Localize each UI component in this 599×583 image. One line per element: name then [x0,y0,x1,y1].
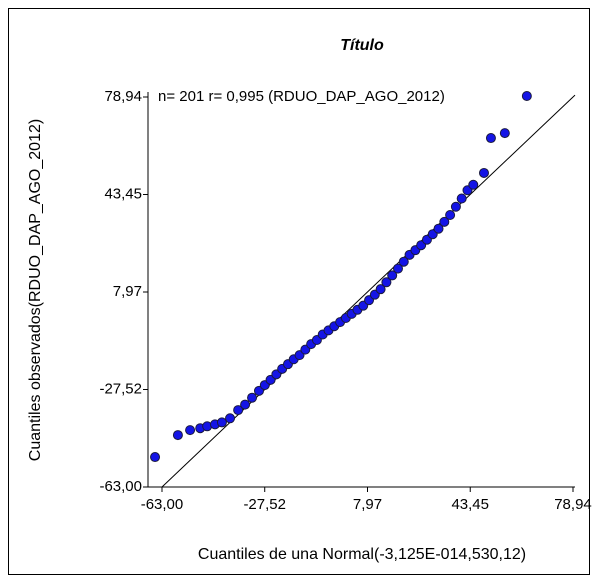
x-tick-label: -63,00 [141,496,184,513]
point [387,270,398,281]
y-tick-label: 7,97 [113,283,142,300]
x-tick-label: 43,45 [451,496,489,513]
y-tick-label: -63,00 [99,478,142,495]
point [375,284,386,295]
point [478,167,489,178]
x-axis-label: Cuantiles de una Normal(-3,125E-014,530,… [198,546,526,563]
point [499,128,510,139]
x-tick-label: 7,97 [353,496,382,513]
annotation: n= 201 r= 0,995 (RDUO_DAP_AGO_2012) [158,88,445,105]
y-tick-label: 78,94 [104,88,142,105]
x-tick-label: -27,52 [243,496,286,513]
point [468,179,479,190]
y-tick-label: 43,45 [104,185,142,202]
x-tick-label: 78,94 [554,496,592,513]
frame [8,8,590,575]
point [433,223,444,234]
point [381,277,392,288]
point [216,417,227,428]
point [185,425,196,436]
point [398,256,409,267]
point [521,91,532,102]
point [392,263,403,274]
point [450,201,461,212]
point [240,399,251,410]
point [485,133,496,144]
point [225,413,236,424]
y-axis-label: Cuantiles observados(RDUO_DAP_AGO_2012) [27,119,44,461]
chart-title: Título [340,37,384,54]
point [233,405,244,416]
point [439,216,450,227]
point [247,392,258,403]
point [445,209,456,220]
point [150,452,161,463]
reference-line [161,94,576,488]
point [456,193,467,204]
y-tick-label: -27,52 [99,380,142,397]
point [172,430,183,441]
